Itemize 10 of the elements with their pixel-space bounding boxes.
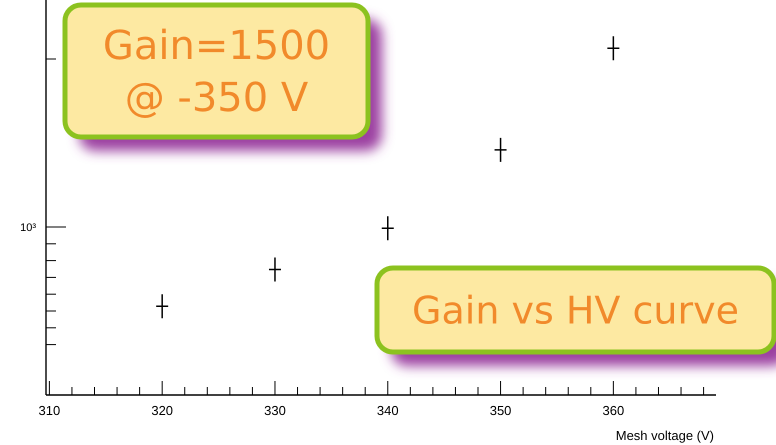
x-tick-label: 330 (264, 403, 286, 418)
x-axis-title: Mesh voltage (V) (616, 428, 714, 443)
x-tick-label: 340 (376, 403, 399, 418)
x-tick-label: 320 (151, 403, 174, 418)
x-tick-label: 350 (490, 403, 512, 418)
x-tick-label: 310 (38, 403, 60, 418)
annotation: Gain vs HV curve (412, 288, 739, 332)
text: 10³ (20, 222, 36, 234)
x-tick-label: 360 (602, 403, 624, 418)
annotation: Gain=1500 @ -350 V (102, 23, 330, 121)
